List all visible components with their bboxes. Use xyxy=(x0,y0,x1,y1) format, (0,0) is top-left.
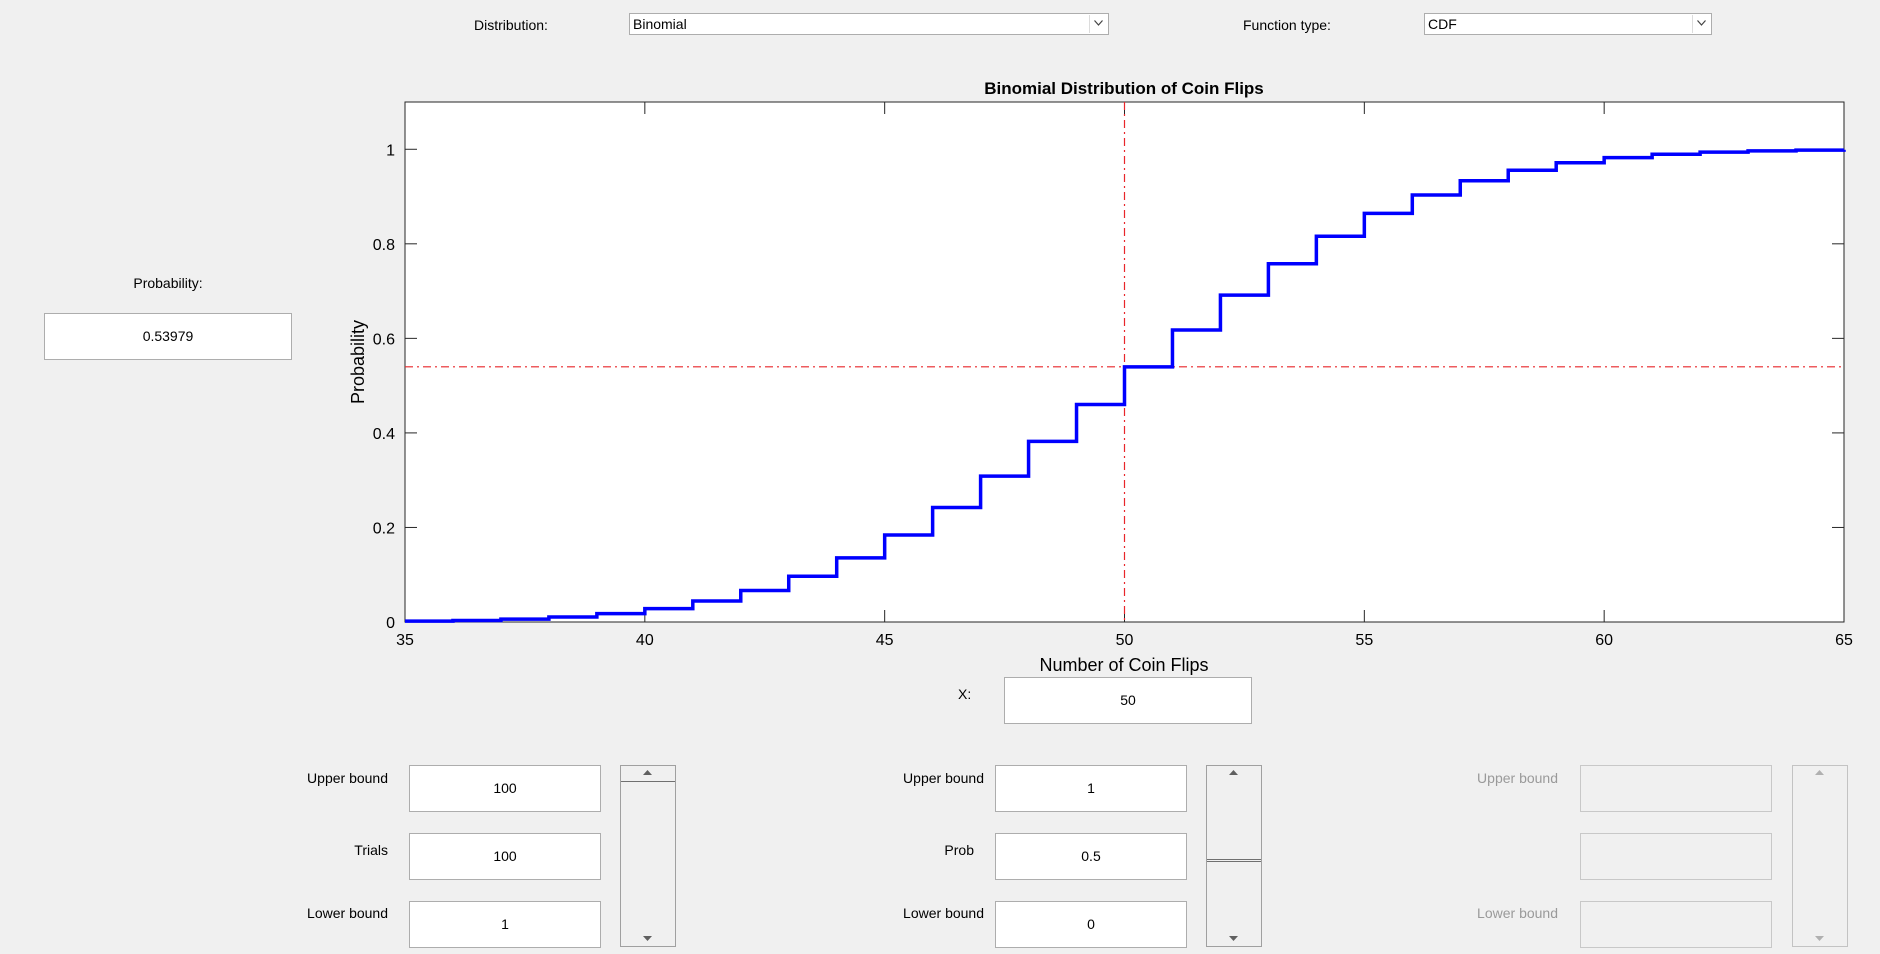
function-type-label: Function type: xyxy=(1243,17,1331,33)
scroll-up-button xyxy=(1793,766,1847,780)
param3-lower-label: Lower bound xyxy=(1477,905,1558,921)
probability-value: 0.53979 xyxy=(142,328,194,344)
trials-value: 100 xyxy=(493,848,517,864)
y-tick-label: 0.4 xyxy=(373,426,395,443)
param1-name-label: Trials xyxy=(354,842,388,858)
param3-lower-input xyxy=(1580,901,1772,948)
slider-thumb[interactable] xyxy=(621,781,675,782)
y-tick-label: 1 xyxy=(386,142,395,159)
param3-slider xyxy=(1792,765,1848,947)
scroll-down-button xyxy=(1793,932,1847,946)
param1-upper-input[interactable]: 100 xyxy=(409,765,601,812)
slider-thumb[interactable] xyxy=(1207,861,1261,862)
y-tick-label: 0.6 xyxy=(373,331,395,348)
trials-slider[interactable] xyxy=(620,765,676,947)
param1-upper-value: 100 xyxy=(493,780,517,796)
x-tick-label: 50 xyxy=(1116,632,1134,649)
arrow-up-icon xyxy=(1229,770,1238,775)
function-type-value: CDF xyxy=(1428,16,1457,32)
param2-upper-label: Upper bound xyxy=(903,770,984,786)
x-value: 50 xyxy=(1120,692,1136,708)
param1-upper-label: Upper bound xyxy=(307,770,388,786)
probability-output: 0.53979 xyxy=(44,313,292,360)
param1-lower-value: 1 xyxy=(501,916,509,932)
probability-label: Probability: xyxy=(133,275,203,291)
param3-upper-input xyxy=(1580,765,1772,812)
x-tick-label: 40 xyxy=(636,632,654,649)
x-tick-label: 55 xyxy=(1355,632,1373,649)
prob-slider[interactable] xyxy=(1206,765,1262,947)
x-label: X: xyxy=(958,686,972,702)
param3-value-input xyxy=(1580,833,1772,880)
scroll-down-button[interactable] xyxy=(621,932,675,946)
scroll-up-button[interactable] xyxy=(621,766,675,780)
arrow-down-icon xyxy=(643,936,652,941)
scroll-down-button[interactable] xyxy=(1207,932,1261,946)
chevron-down-icon[interactable] xyxy=(1089,15,1107,33)
x-axis-label: Number of Coin Flips xyxy=(1039,655,1208,675)
x-tick-label: 60 xyxy=(1595,632,1613,649)
param2-name-label: Prob xyxy=(944,842,974,858)
param1-lower-input[interactable]: 1 xyxy=(409,901,601,948)
param1-lower-label: Lower bound xyxy=(307,905,388,921)
arrow-down-icon xyxy=(1815,936,1824,941)
x-input[interactable]: 50 xyxy=(1004,677,1252,724)
slider-track-upper[interactable] xyxy=(1207,780,1261,860)
x-tick-label: 35 xyxy=(396,632,414,649)
x-tick-label: 45 xyxy=(876,632,894,649)
distribution-value: Binomial xyxy=(633,16,687,32)
distribution-dropdown[interactable]: Binomial xyxy=(629,13,1109,35)
param3-upper-label: Upper bound xyxy=(1477,770,1558,786)
function-type-dropdown[interactable]: CDF xyxy=(1424,13,1712,35)
chevron-down-icon[interactable] xyxy=(1692,15,1710,33)
param2-upper-input[interactable]: 1 xyxy=(995,765,1187,812)
trials-input[interactable]: 100 xyxy=(409,833,601,880)
param2-lower-label: Lower bound xyxy=(903,905,984,921)
cdf-series-line xyxy=(405,148,1846,623)
param2-lower-value: 0 xyxy=(1087,916,1095,932)
param2-upper-value: 1 xyxy=(1087,780,1095,796)
distribution-label: Distribution: xyxy=(474,17,548,33)
param2-lower-input[interactable]: 0 xyxy=(995,901,1187,948)
arrow-down-icon xyxy=(1229,936,1238,941)
y-tick-label: 0.8 xyxy=(373,237,395,254)
chart-title: Binomial Distribution of Coin Flips xyxy=(984,79,1264,98)
y-tick-label: 0 xyxy=(386,615,395,632)
prob-input[interactable]: 0.5 xyxy=(995,833,1187,880)
arrow-up-icon xyxy=(1815,770,1824,775)
scroll-up-button[interactable] xyxy=(1207,766,1261,780)
y-axis-label: Probability xyxy=(348,320,368,404)
y-tick-label: 0.2 xyxy=(373,520,395,537)
x-tick-label: 65 xyxy=(1835,632,1853,649)
arrow-up-icon xyxy=(643,770,652,775)
prob-value: 0.5 xyxy=(1081,848,1101,864)
